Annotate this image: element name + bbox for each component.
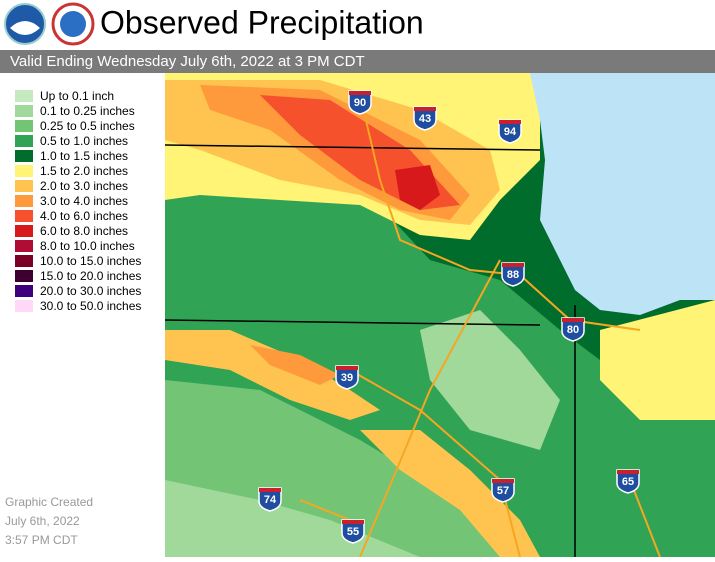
shield-top: [349, 91, 371, 95]
footer-line: 3:57 PM CDT: [5, 533, 78, 547]
noaa-logo-wave: [10, 21, 40, 35]
legend-label: 0.25 to 0.5 inches: [40, 119, 135, 133]
legend-label: 2.0 to 3.0 inches: [40, 179, 128, 193]
legend-label: Up to 0.1 inch: [40, 89, 114, 103]
legend-swatch: [15, 150, 33, 162]
shield-number: 39: [341, 372, 353, 384]
legend-label: 8.0 to 10.0 inches: [40, 239, 135, 253]
shield: [498, 119, 522, 144]
shield-top: [259, 488, 281, 492]
shield-number: 57: [497, 485, 509, 497]
legend-swatch: [15, 210, 33, 222]
legend-swatch: [15, 165, 33, 177]
legend-swatch: [15, 180, 33, 192]
shield-top: [617, 470, 639, 474]
shield-number: 94: [504, 126, 517, 138]
legend-label: 6.0 to 8.0 inches: [40, 224, 128, 238]
legend-swatch: [15, 300, 33, 312]
legend-label: 30.0 to 50.0 inches: [40, 299, 141, 313]
legend-swatch: [15, 285, 33, 297]
band-red: [395, 165, 440, 210]
shield-top: [562, 318, 584, 322]
legend-swatch: [15, 240, 33, 252]
shield-top: [499, 120, 521, 124]
legend-swatch: [15, 105, 33, 117]
legend-swatch: [15, 120, 33, 132]
legend-label: 15.0 to 20.0 inches: [40, 269, 141, 283]
shield-number: 74: [264, 494, 277, 506]
title: Observed Precipitation: [100, 4, 424, 40]
nws-logo-center: [60, 11, 86, 37]
legend-label: 3.0 to 4.0 inches: [40, 194, 128, 208]
shield-number: 80: [567, 324, 579, 336]
legend-label: 0.5 to 1.0 inches: [40, 134, 128, 148]
shield-top: [492, 479, 514, 483]
shield: [335, 365, 359, 390]
shield: [561, 317, 585, 342]
shield: [348, 90, 372, 115]
footer-line: July 6th, 2022: [5, 514, 80, 528]
shield-number: 43: [419, 113, 431, 125]
shield-number: 65: [622, 476, 634, 488]
band-yellow-east: [600, 300, 715, 420]
shield: [501, 262, 525, 287]
footer-line: Graphic Created: [5, 495, 93, 509]
legend-label: 10.0 to 15.0 inches: [40, 254, 141, 268]
legend-swatch: [15, 255, 33, 267]
shield: [616, 469, 640, 494]
shield: [341, 519, 365, 544]
legend-swatch: [15, 135, 33, 147]
legend-label: 20.0 to 30.0 inches: [40, 284, 141, 298]
shield: [258, 487, 282, 512]
band-orange-south: [165, 330, 380, 420]
legend-label: 4.0 to 6.0 inches: [40, 209, 128, 223]
subtitle-bar: [0, 50, 715, 73]
lake-michigan: [530, 73, 715, 315]
shield-top: [502, 263, 524, 267]
legend-swatch: [15, 90, 33, 102]
subtitle: Valid Ending Wednesday July 6th, 2022 at…: [10, 53, 365, 70]
legend-swatch: [15, 195, 33, 207]
shield: [491, 478, 515, 503]
shield-top: [342, 520, 364, 524]
legend-label: 1.0 to 1.5 inches: [40, 149, 128, 163]
shield-number: 90: [354, 97, 366, 109]
shield-number: 88: [507, 269, 519, 281]
legend-swatch: [15, 270, 33, 282]
legend-swatch: [15, 225, 33, 237]
map: [165, 73, 715, 557]
shield-top: [336, 366, 358, 370]
legend-label: 0.1 to 0.25 inches: [40, 104, 135, 118]
highway-shields: 90 43 94 88 80 39 57 65 74 55: [258, 90, 640, 544]
band-orange-se: [360, 430, 540, 557]
shield-number: 55: [347, 526, 359, 538]
state-borders: [165, 144, 576, 557]
highways: [299, 94, 661, 557]
shield-top: [414, 107, 436, 111]
band-orange-south-core: [250, 345, 340, 385]
shield: [413, 106, 437, 131]
legend-label: 1.5 to 2.0 inches: [40, 164, 128, 178]
